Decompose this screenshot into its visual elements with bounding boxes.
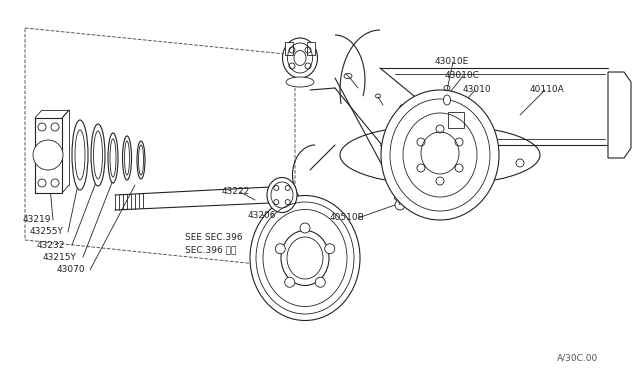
Circle shape bbox=[324, 244, 335, 254]
Text: 43010E: 43010E bbox=[435, 58, 469, 67]
Ellipse shape bbox=[267, 177, 297, 212]
Polygon shape bbox=[608, 72, 631, 158]
Ellipse shape bbox=[282, 38, 317, 78]
Ellipse shape bbox=[122, 136, 131, 180]
Ellipse shape bbox=[108, 133, 118, 183]
Ellipse shape bbox=[286, 77, 314, 87]
Ellipse shape bbox=[381, 90, 499, 220]
Text: 43255Y: 43255Y bbox=[30, 228, 64, 237]
Polygon shape bbox=[35, 118, 62, 193]
Text: 43222: 43222 bbox=[222, 187, 250, 196]
Circle shape bbox=[275, 244, 285, 254]
Polygon shape bbox=[307, 42, 315, 55]
Ellipse shape bbox=[250, 196, 360, 321]
Circle shape bbox=[285, 277, 294, 287]
Ellipse shape bbox=[91, 124, 105, 186]
Text: SEE SEC.396: SEE SEC.396 bbox=[185, 234, 243, 243]
Text: 40510B: 40510B bbox=[330, 214, 365, 222]
Ellipse shape bbox=[281, 231, 329, 285]
Circle shape bbox=[33, 140, 63, 170]
Polygon shape bbox=[285, 42, 293, 55]
Text: 43010: 43010 bbox=[463, 86, 492, 94]
Text: 43215Y: 43215Y bbox=[43, 253, 77, 262]
Ellipse shape bbox=[72, 120, 88, 190]
Text: 43206: 43206 bbox=[248, 211, 276, 219]
Text: 43070: 43070 bbox=[57, 266, 86, 275]
Circle shape bbox=[316, 277, 325, 287]
Text: 43010C: 43010C bbox=[445, 71, 480, 80]
Text: 43232: 43232 bbox=[37, 241, 65, 250]
Text: 43219: 43219 bbox=[23, 215, 51, 224]
Ellipse shape bbox=[444, 95, 451, 105]
Text: SEC.396 参照: SEC.396 参照 bbox=[185, 246, 236, 254]
Ellipse shape bbox=[137, 141, 145, 179]
Circle shape bbox=[300, 223, 310, 233]
Text: A/30C.00: A/30C.00 bbox=[557, 353, 598, 362]
Text: 40110A: 40110A bbox=[530, 86, 564, 94]
